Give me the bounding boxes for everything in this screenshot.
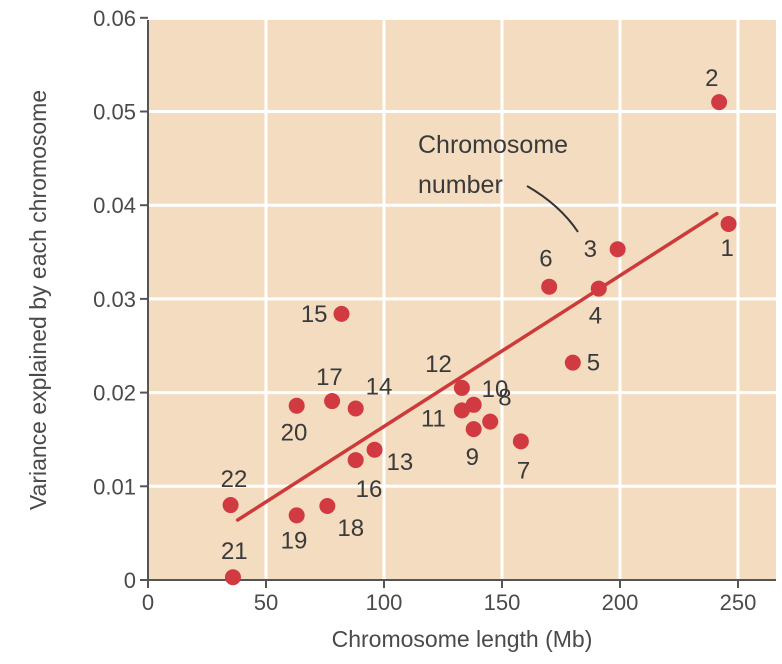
point-label-chr10: 10 — [482, 376, 509, 403]
point-label-chr15: 15 — [301, 301, 328, 328]
point-label-chr17: 17 — [316, 364, 343, 391]
data-point-chr7 — [512, 433, 529, 450]
data-points — [222, 94, 737, 586]
y-tick-label: 0.06 — [93, 6, 136, 31]
data-point-chr15 — [333, 305, 350, 322]
annotation-line-1: Chromosome — [418, 131, 568, 159]
data-point-chr18 — [319, 497, 336, 514]
data-point-chr3 — [609, 241, 626, 258]
point-label-chr20: 20 — [281, 420, 308, 447]
point-label-chr8: 8 — [498, 385, 511, 412]
point-label-chr2: 2 — [705, 65, 718, 92]
point-label-chr13: 13 — [387, 449, 414, 476]
point-label-chr18: 18 — [337, 515, 364, 542]
annotation-leader-line — [526, 185, 579, 233]
data-point-chr8 — [482, 413, 499, 430]
point-label-chr16: 16 — [356, 476, 383, 503]
data-point-chr20 — [288, 397, 305, 414]
data-point-chr5 — [564, 354, 581, 371]
annotation: Chromosome number — [418, 131, 579, 233]
fit-line-group — [235, 211, 719, 522]
x-tick-label: 50 — [254, 590, 278, 615]
data-point-chr17 — [324, 393, 341, 410]
point-label-chr3: 3 — [584, 236, 597, 263]
data-point-chr2 — [711, 94, 728, 111]
y-tick-label: 0.04 — [93, 193, 136, 218]
fit-line — [235, 211, 719, 522]
x-tick-label: 0 — [142, 590, 154, 615]
point-label-chr12: 12 — [425, 351, 452, 378]
data-point-chr1 — [720, 215, 737, 232]
x-tick-label: 200 — [602, 590, 639, 615]
y-tick-label: 0.05 — [93, 100, 136, 125]
data-point-chr12 — [453, 379, 470, 396]
data-point-chr6 — [541, 278, 558, 295]
data-point-chr21 — [224, 569, 241, 586]
point-label-chr21: 21 — [221, 538, 248, 565]
grid — [148, 16, 776, 580]
data-point-chr11 — [453, 402, 470, 419]
point-label-chr14: 14 — [366, 374, 393, 401]
x-axis-title: Chromosome length (Mb) — [332, 626, 593, 652]
point-label-chr7: 7 — [517, 457, 530, 484]
data-point-chr9 — [465, 421, 482, 438]
x-tick-label: 100 — [366, 590, 403, 615]
data-point-chr16 — [347, 452, 364, 469]
point-label-chr5: 5 — [587, 350, 600, 377]
point-label-chr19: 19 — [281, 527, 308, 554]
y-tick-label: 0.03 — [93, 287, 136, 312]
point-label-chr22: 22 — [221, 466, 248, 493]
x-tick-label: 250 — [720, 590, 757, 615]
ticks: 0 50 100 150 200 250 0 0.01 0.02 0.03 0.04 0.05 0.06 — [93, 6, 756, 615]
data-point-chr4 — [590, 280, 607, 297]
x-tick-label: 150 — [484, 590, 521, 615]
y-axis-title: Variance explained by each chromosome — [25, 90, 51, 510]
point-label-chr4: 4 — [589, 303, 602, 330]
point-label-chr9: 9 — [466, 444, 479, 471]
data-point-chr14 — [347, 400, 364, 417]
data-point-chr19 — [288, 507, 305, 524]
annotation-line-2: number — [418, 171, 503, 199]
y-tick-label: 0.01 — [93, 474, 136, 499]
y-tick-label: 0 — [124, 568, 136, 593]
data-point-chr22 — [222, 497, 239, 514]
point-label-chr11: 11 — [421, 405, 446, 432]
point-label-chr1: 1 — [721, 235, 734, 262]
data-point-chr13 — [366, 441, 383, 458]
point-label-chr6: 6 — [539, 246, 552, 273]
y-tick-label: 0.02 — [93, 381, 136, 406]
